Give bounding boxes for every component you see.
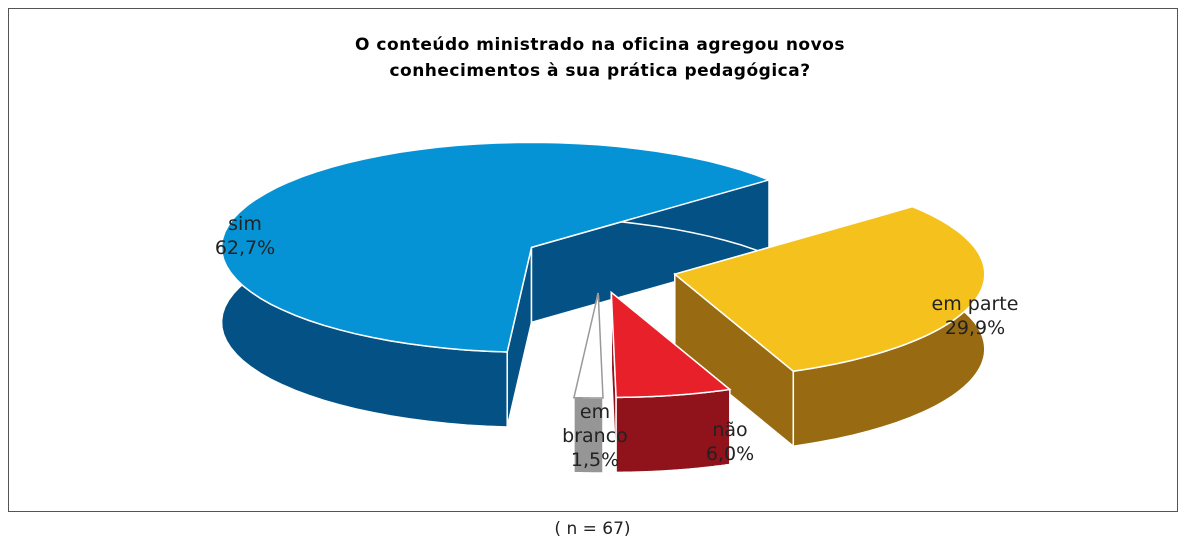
label-text: sim: [228, 213, 262, 235]
chart-title: O conteúdo ministrado na oficina agregou…: [355, 35, 845, 55]
label-text: em branco: [562, 401, 628, 447]
label-text: não: [712, 419, 748, 441]
slice-label: sim 62,7%: [200, 212, 290, 260]
slice-label: em parte 29,9%: [920, 292, 1030, 340]
label-text: 29,9%: [944, 317, 1006, 339]
slice: [572, 292, 604, 399]
slice: [610, 290, 732, 399]
slice-label: em branco 1,5%: [555, 400, 635, 472]
label-text: 6,0%: [705, 443, 755, 465]
chart-title: conhecimentos à sua prática pedagógica?: [389, 61, 810, 81]
slice: [220, 141, 772, 353]
label-text: em parte: [931, 293, 1019, 315]
label-text: 1,5%: [570, 449, 620, 471]
label-text: 62,7%: [214, 237, 276, 259]
chart-frame: [8, 8, 1178, 512]
slice: [673, 205, 986, 372]
slice-label: não 6,0%: [690, 418, 770, 466]
note: ( n = 67): [554, 519, 631, 539]
